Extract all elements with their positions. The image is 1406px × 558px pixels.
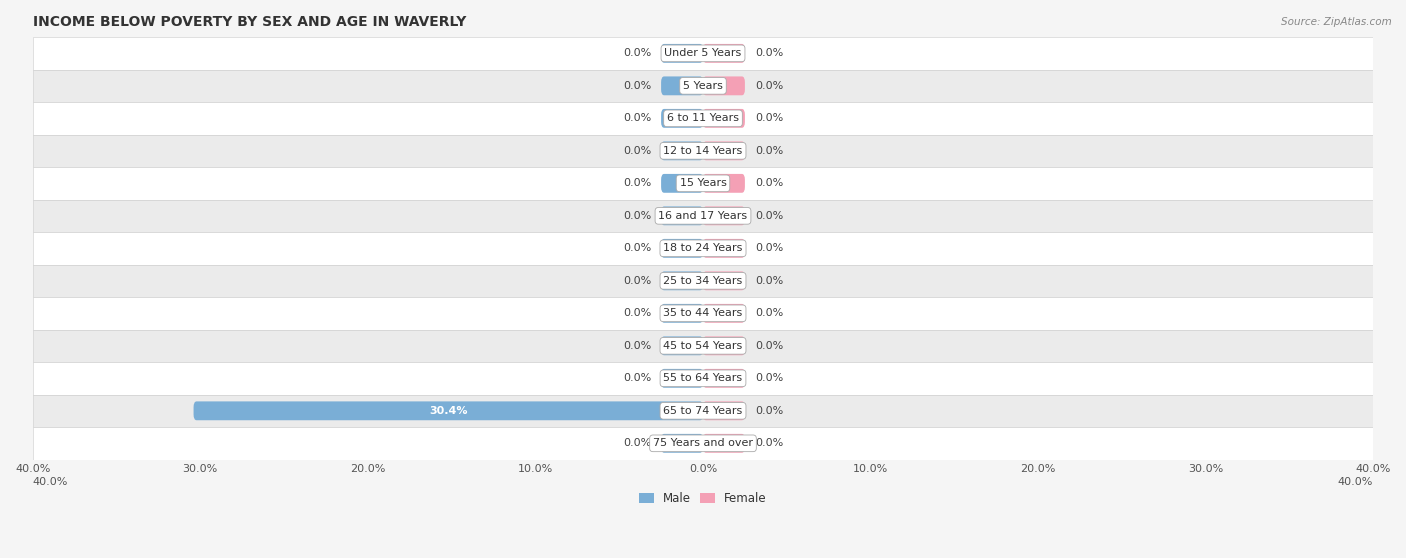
Text: 12 to 14 Years: 12 to 14 Years — [664, 146, 742, 156]
FancyBboxPatch shape — [661, 304, 703, 323]
Text: Source: ZipAtlas.com: Source: ZipAtlas.com — [1281, 17, 1392, 27]
Text: 0.0%: 0.0% — [623, 373, 651, 383]
Text: 0.0%: 0.0% — [755, 309, 783, 318]
FancyBboxPatch shape — [661, 44, 703, 63]
Text: 0.0%: 0.0% — [755, 49, 783, 59]
FancyBboxPatch shape — [661, 109, 703, 128]
FancyBboxPatch shape — [661, 369, 703, 388]
Text: 0.0%: 0.0% — [623, 243, 651, 253]
FancyBboxPatch shape — [661, 206, 703, 225]
FancyBboxPatch shape — [661, 76, 703, 95]
FancyBboxPatch shape — [703, 174, 745, 193]
Text: 0.0%: 0.0% — [623, 211, 651, 221]
Text: 45 to 54 Years: 45 to 54 Years — [664, 341, 742, 351]
Text: 40.0%: 40.0% — [32, 478, 67, 488]
FancyBboxPatch shape — [703, 44, 745, 63]
Text: 0.0%: 0.0% — [623, 146, 651, 156]
Text: 40.0%: 40.0% — [1339, 478, 1374, 488]
Text: 0.0%: 0.0% — [623, 49, 651, 59]
Bar — [32, 395, 1374, 427]
FancyBboxPatch shape — [703, 336, 745, 355]
Bar — [32, 427, 1374, 460]
Text: 75 Years and over: 75 Years and over — [652, 439, 754, 448]
Text: 0.0%: 0.0% — [623, 113, 651, 123]
FancyBboxPatch shape — [703, 271, 745, 290]
Text: 15 Years: 15 Years — [679, 179, 727, 189]
FancyBboxPatch shape — [661, 174, 703, 193]
Bar — [32, 102, 1374, 134]
Text: 55 to 64 Years: 55 to 64 Years — [664, 373, 742, 383]
Text: 35 to 44 Years: 35 to 44 Years — [664, 309, 742, 318]
Text: 0.0%: 0.0% — [623, 341, 651, 351]
FancyBboxPatch shape — [703, 434, 745, 453]
Text: INCOME BELOW POVERTY BY SEX AND AGE IN WAVERLY: INCOME BELOW POVERTY BY SEX AND AGE IN W… — [32, 15, 465, 29]
Bar — [32, 37, 1374, 70]
Text: 30.4%: 30.4% — [429, 406, 468, 416]
Text: 0.0%: 0.0% — [623, 276, 651, 286]
FancyBboxPatch shape — [703, 369, 745, 388]
FancyBboxPatch shape — [703, 239, 745, 258]
Text: 0.0%: 0.0% — [755, 406, 783, 416]
Text: 5 Years: 5 Years — [683, 81, 723, 91]
Bar — [32, 362, 1374, 395]
Bar — [32, 264, 1374, 297]
Text: 0.0%: 0.0% — [623, 439, 651, 448]
Text: 18 to 24 Years: 18 to 24 Years — [664, 243, 742, 253]
Bar — [32, 200, 1374, 232]
Text: Under 5 Years: Under 5 Years — [665, 49, 741, 59]
Text: 0.0%: 0.0% — [755, 179, 783, 189]
Text: 0.0%: 0.0% — [755, 373, 783, 383]
FancyBboxPatch shape — [703, 76, 745, 95]
Legend: Male, Female: Male, Female — [636, 488, 770, 508]
Text: 0.0%: 0.0% — [755, 81, 783, 91]
Text: 0.0%: 0.0% — [755, 439, 783, 448]
Text: 0.0%: 0.0% — [755, 113, 783, 123]
Text: 65 to 74 Years: 65 to 74 Years — [664, 406, 742, 416]
Bar — [32, 167, 1374, 200]
Text: 0.0%: 0.0% — [623, 81, 651, 91]
FancyBboxPatch shape — [661, 434, 703, 453]
Bar — [32, 232, 1374, 264]
Text: 0.0%: 0.0% — [755, 211, 783, 221]
FancyBboxPatch shape — [194, 401, 703, 420]
FancyBboxPatch shape — [661, 141, 703, 160]
Bar — [32, 330, 1374, 362]
Text: 0.0%: 0.0% — [755, 341, 783, 351]
Bar — [32, 134, 1374, 167]
Text: 0.0%: 0.0% — [755, 276, 783, 286]
Text: 25 to 34 Years: 25 to 34 Years — [664, 276, 742, 286]
FancyBboxPatch shape — [661, 239, 703, 258]
FancyBboxPatch shape — [703, 109, 745, 128]
Text: 16 and 17 Years: 16 and 17 Years — [658, 211, 748, 221]
Text: 6 to 11 Years: 6 to 11 Years — [666, 113, 740, 123]
FancyBboxPatch shape — [661, 271, 703, 290]
Text: 0.0%: 0.0% — [623, 309, 651, 318]
FancyBboxPatch shape — [703, 206, 745, 225]
Text: 0.0%: 0.0% — [755, 243, 783, 253]
FancyBboxPatch shape — [703, 401, 745, 420]
FancyBboxPatch shape — [703, 304, 745, 323]
Text: 0.0%: 0.0% — [623, 179, 651, 189]
Text: 0.0%: 0.0% — [755, 146, 783, 156]
Bar — [32, 70, 1374, 102]
FancyBboxPatch shape — [703, 141, 745, 160]
FancyBboxPatch shape — [661, 336, 703, 355]
Bar — [32, 297, 1374, 330]
